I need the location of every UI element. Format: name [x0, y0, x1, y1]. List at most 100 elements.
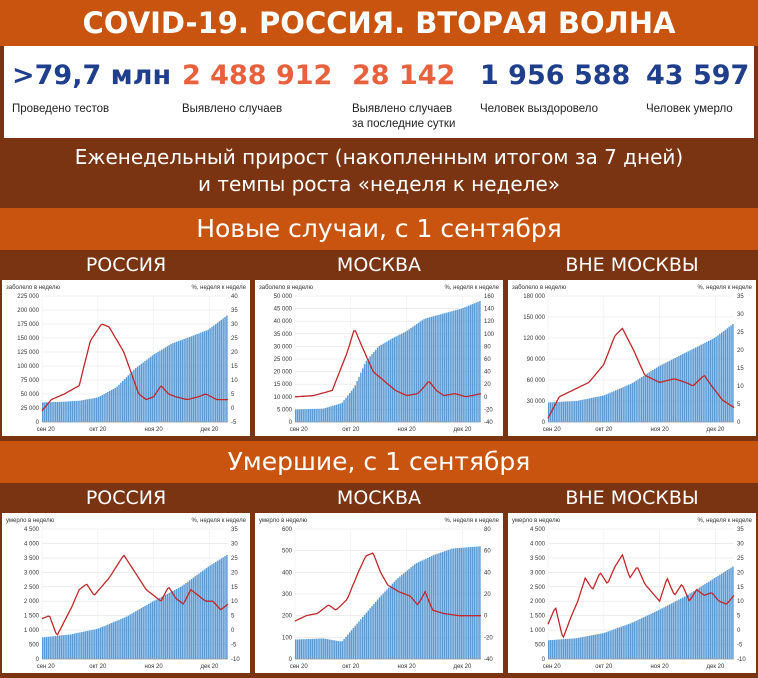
bar	[306, 409, 308, 422]
bar	[665, 362, 667, 422]
bar	[302, 639, 304, 659]
bar	[304, 639, 306, 659]
y-left-tick-label: 150 000	[523, 315, 545, 321]
bar	[361, 617, 364, 659]
bar	[77, 400, 79, 422]
bar	[302, 409, 304, 422]
stat-daily-value: 28 142	[352, 60, 456, 91]
stat-daily-label-2: за последние сутки	[352, 118, 456, 130]
y-left-tick-label: 3 500	[24, 556, 40, 562]
bar	[64, 401, 66, 422]
bar	[337, 641, 340, 659]
bar	[672, 602, 675, 659]
y-left-tick-label: 4 000	[530, 541, 546, 547]
bar	[190, 578, 193, 659]
bar	[730, 567, 732, 659]
bar	[460, 547, 463, 659]
left-axis-label: заболело в неделю	[512, 285, 566, 291]
bar	[395, 336, 397, 422]
bar	[694, 347, 697, 422]
bar	[374, 601, 377, 659]
y-left-tick-label: 20 000	[274, 370, 293, 376]
bar	[693, 591, 695, 659]
bar	[401, 574, 403, 659]
bar	[384, 591, 386, 659]
bar	[594, 634, 596, 659]
y-left-tick-label: 2 000	[530, 599, 546, 605]
stat-cases-label: Выявлено случаев	[182, 103, 283, 115]
bar	[577, 637, 580, 659]
bar	[548, 402, 550, 422]
y-right-tick-label: 40	[231, 294, 238, 300]
bar	[436, 315, 438, 422]
y-right-tick-label: -5	[737, 643, 743, 649]
bar	[82, 631, 85, 659]
y-left-tick-label: 1 500	[24, 614, 40, 620]
bar	[131, 613, 133, 659]
bar	[311, 638, 314, 659]
bar	[73, 633, 76, 659]
bar	[170, 343, 172, 422]
bar	[58, 401, 61, 422]
bar	[211, 326, 213, 422]
y-right-tick-label: 25	[737, 556, 744, 562]
bar	[415, 324, 418, 422]
bar	[321, 638, 323, 659]
bar	[680, 598, 682, 659]
bar	[81, 632, 83, 659]
bar	[155, 352, 157, 422]
bar	[97, 628, 100, 659]
y-left-tick-label: 100	[282, 635, 293, 641]
bar	[401, 333, 403, 422]
bar	[192, 335, 195, 422]
x-tick-label: сен 20	[37, 427, 56, 433]
bar	[704, 342, 706, 422]
bar	[641, 618, 643, 659]
y-left-tick-label: 1 500	[530, 614, 546, 620]
bar	[222, 318, 224, 422]
bar	[715, 577, 717, 659]
x-tick-label: окт 20	[342, 427, 360, 433]
bar	[153, 600, 156, 659]
bar	[674, 601, 676, 659]
bar	[706, 582, 708, 659]
bar	[590, 397, 593, 422]
y-right-tick-label: 160	[484, 294, 495, 300]
bar	[421, 320, 423, 422]
bar	[209, 565, 211, 659]
bar	[71, 401, 74, 422]
bar	[75, 633, 77, 659]
bar	[713, 338, 716, 422]
growth-rate-line	[41, 554, 229, 636]
bar	[214, 562, 217, 659]
bar	[356, 623, 358, 659]
bar	[123, 617, 126, 659]
bar	[427, 317, 429, 422]
bar	[404, 331, 407, 422]
bar	[356, 381, 358, 422]
bar	[402, 573, 405, 659]
bar	[624, 625, 626, 659]
bar	[374, 349, 377, 422]
bar	[614, 628, 617, 659]
bar	[352, 627, 355, 659]
bar	[94, 629, 96, 659]
bar	[445, 312, 448, 422]
bar	[453, 310, 455, 422]
bar	[159, 350, 161, 422]
y-left-tick-label: 75 000	[21, 378, 40, 384]
bar	[112, 388, 115, 422]
y-left-tick-label: 3 000	[24, 570, 40, 576]
panel-title: ВНЕ МОСКВЫ	[565, 487, 699, 509]
bar	[605, 632, 608, 659]
bar	[49, 402, 51, 422]
bar	[120, 382, 122, 422]
bar	[562, 401, 565, 422]
stat-tests-value: >79,7 млн	[12, 60, 172, 91]
bar	[73, 401, 76, 422]
bar	[157, 598, 159, 659]
bar	[84, 631, 87, 659]
y-left-tick-label: 175 000	[17, 322, 39, 328]
bar	[201, 331, 204, 422]
bar	[551, 402, 554, 422]
